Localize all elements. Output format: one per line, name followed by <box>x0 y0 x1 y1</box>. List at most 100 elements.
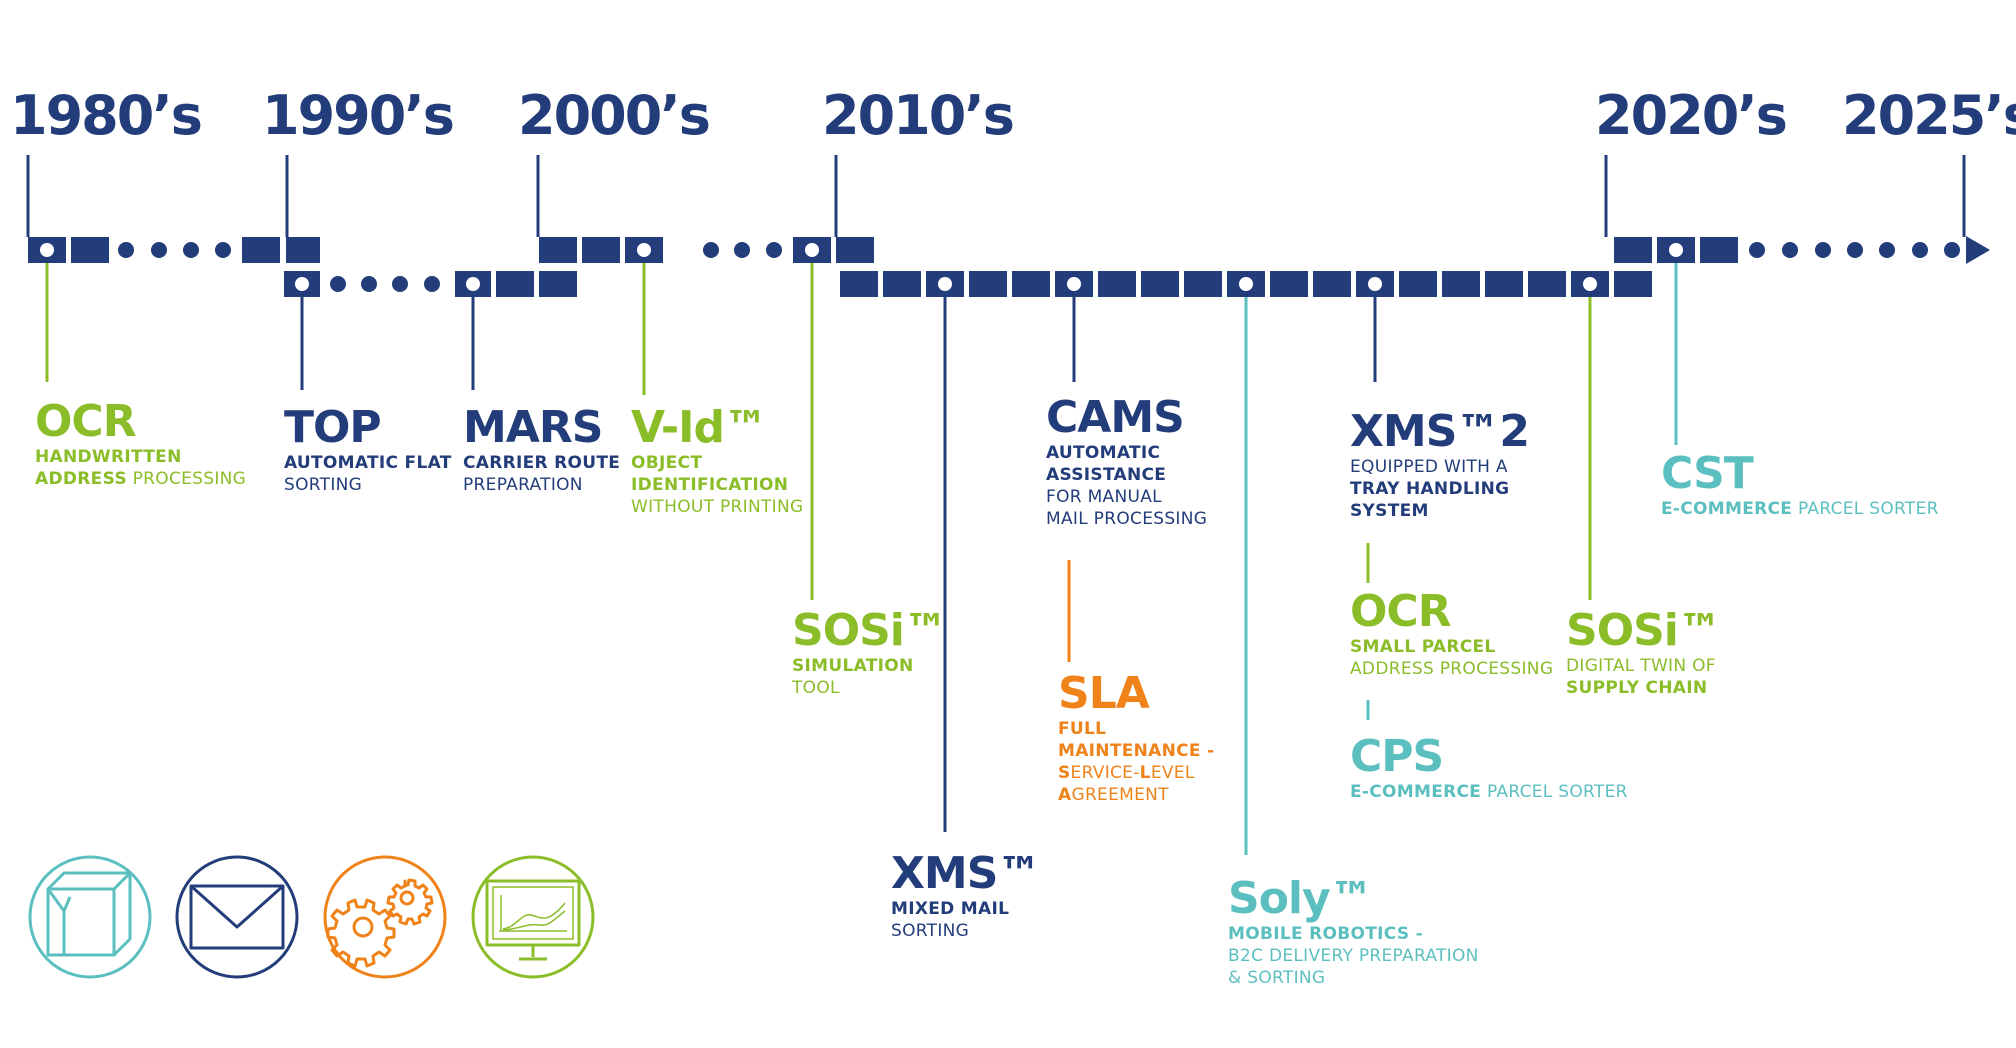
description-segment: PREPARATION <box>463 475 583 495</box>
milestone-description-line: EQUIPPED WITH A <box>1350 456 1529 478</box>
milestone-description-line: ADDRESS PROCESSING <box>35 468 246 490</box>
description-segment: E-COMMERCE <box>1350 782 1482 802</box>
milestone-description-line: SUPPLY CHAIN <box>1566 677 1721 699</box>
track-segment <box>883 271 921 297</box>
track-dot <box>1782 242 1798 258</box>
description-segment: TRAY HANDLING <box>1350 479 1510 499</box>
description-segment: SMALL PARCEL <box>1350 637 1496 657</box>
track-segment <box>1098 271 1136 297</box>
milestone-sosi-simulation: SOSi™ SIMULATION TOOL <box>792 605 948 699</box>
milestone-mars: MARS CARRIER ROUTE PREPARATION <box>463 404 620 496</box>
description-segment: GREEMENT <box>1071 785 1169 805</box>
description-segment: AUTOMATIC <box>1046 443 1161 463</box>
track-node-dot <box>938 277 952 291</box>
description-segment: PARCEL SORTER <box>1481 782 1628 802</box>
milestone-description-line: WITHOUT PRINTING <box>631 496 803 518</box>
track-node-dot <box>1583 277 1597 291</box>
description-segment: EVEL <box>1150 763 1195 783</box>
milestone-xms: XMS™ MIXED MAIL SORTING <box>891 850 1041 942</box>
milestone-description-line: CARRIER ROUTE <box>463 452 620 474</box>
track-dot <box>361 276 377 292</box>
track-node-dot <box>637 243 651 257</box>
milestone-description-line: ADDRESS PROCESSING <box>1350 658 1553 680</box>
milestone-description-line: AUTOMATIC <box>1046 442 1207 464</box>
description-segment: B2C DELIVERY PREPARATION <box>1228 946 1479 966</box>
description-segment: OBJECT <box>631 453 703 473</box>
track-segment <box>1313 271 1351 297</box>
milestone-sla: SLA FULL MAINTENANCE - SERVICE-LEVEL AGREEME… <box>1058 670 1214 806</box>
track-segment <box>539 271 577 297</box>
track-segment <box>496 271 534 297</box>
description-segment: & SORTING <box>1228 968 1326 988</box>
decade-label-2020s: 2020’s <box>1595 84 1788 147</box>
milestone-ocr-small-parcel: OCR SMALL PARCEL ADDRESS PROCESSING <box>1350 588 1553 680</box>
description-segment: A <box>1058 785 1072 805</box>
description-segment: ADDRESS <box>35 469 127 489</box>
monitor-chart-icon <box>471 855 595 979</box>
description-segment: SUPPLY CHAIN <box>1566 678 1708 698</box>
track-dot <box>703 242 719 258</box>
milestone-title: OCR <box>1350 586 1452 637</box>
track-segment <box>1399 271 1437 297</box>
track-node-dot <box>1239 277 1253 291</box>
decade-label-2025s: 2025’s <box>1842 84 2016 147</box>
milestone-description-line: FOR MANUAL <box>1046 486 1207 508</box>
description-segment: L <box>1139 763 1151 783</box>
milestone-description-line: OBJECT <box>631 452 803 474</box>
milestone-description-line: B2C DELIVERY PREPARATION <box>1228 945 1479 967</box>
track-segment <box>1141 271 1179 297</box>
milestone-title: CPS <box>1350 731 1444 782</box>
description-segment: ADDRESS PROCESSING <box>1350 659 1554 679</box>
description-segment: WITHOUT PRINTING <box>631 497 804 517</box>
milestone-title: SOSi™ <box>792 605 948 656</box>
track-segment <box>1442 271 1480 297</box>
milestone-description-line: MOBILE ROBOTICS - <box>1228 923 1479 945</box>
description-segment: EQUIPPED WITH A <box>1350 457 1508 477</box>
milestone-title: MARS <box>463 402 603 453</box>
track-dot <box>118 242 134 258</box>
track-dot <box>1912 242 1928 258</box>
milestone-title: CST <box>1661 448 1754 499</box>
description-segment: MAINTENANCE - <box>1058 741 1215 761</box>
track-segment <box>71 237 109 263</box>
track-segment <box>1614 271 1652 297</box>
track-segment <box>242 237 280 263</box>
track-dot <box>1879 242 1895 258</box>
milestone-top: TOP AUTOMATIC FLAT SORTING <box>284 404 452 496</box>
milestone-title: CAMS <box>1046 392 1185 443</box>
milestone-description-line: SORTING <box>284 474 452 496</box>
milestone-description-line: E-COMMERCE PARCEL SORTER <box>1350 781 1628 803</box>
description-segment: S <box>1058 763 1071 783</box>
milestone-cps: CPS E-COMMERCE PARCEL SORTER <box>1350 733 1628 803</box>
description-segment: HANDWRITTEN <box>35 447 182 467</box>
milestone-sosi-digital-twin: SOSi™ DIGITAL TWIN OF SUPPLY CHAIN <box>1566 607 1722 699</box>
milestone-title: XMS™2 <box>1350 406 1530 457</box>
track-segment <box>1012 271 1050 297</box>
description-segment: PROCESSING <box>126 469 247 489</box>
milestone-description-line: IDENTIFICATION <box>631 474 803 496</box>
parcel-box-icon <box>28 855 152 979</box>
description-segment: ASSISTANCE <box>1046 465 1167 485</box>
description-segment: E-COMMERCE <box>1661 499 1793 519</box>
envelope-icon <box>175 855 299 979</box>
milestone-title: SLA <box>1058 668 1150 719</box>
description-segment: AUTOMATIC FLAT <box>284 453 452 473</box>
decade-label-2010s: 2010’s <box>822 84 1015 147</box>
track-segment <box>1528 271 1566 297</box>
milestone-v-id: V-Id™ OBJECT IDENTIFICATION WITHOUT PRINTIN… <box>631 404 803 518</box>
milestone-description-line: FULL <box>1058 718 1214 740</box>
description-segment: FULL <box>1058 719 1107 739</box>
milestone-cst: CST E-COMMERCE PARCEL SORTER <box>1661 450 1939 520</box>
milestone-soly: Soly™ MOBILE ROBOTICS - B2C DELIVERY PREPA… <box>1228 875 1479 989</box>
track-segment <box>582 237 620 263</box>
milestone-description-line: SORTING <box>891 920 1040 942</box>
track-node-dot <box>295 277 309 291</box>
track-node-dot <box>1067 277 1081 291</box>
track-dot <box>330 276 346 292</box>
description-segment: PARCEL SORTER <box>1792 499 1939 519</box>
track-segment <box>539 237 577 263</box>
description-segment: FOR MANUAL <box>1046 487 1162 507</box>
milestone-description-line: AUTOMATIC FLAT <box>284 452 452 474</box>
description-segment: IDENTIFICATION <box>631 475 789 495</box>
